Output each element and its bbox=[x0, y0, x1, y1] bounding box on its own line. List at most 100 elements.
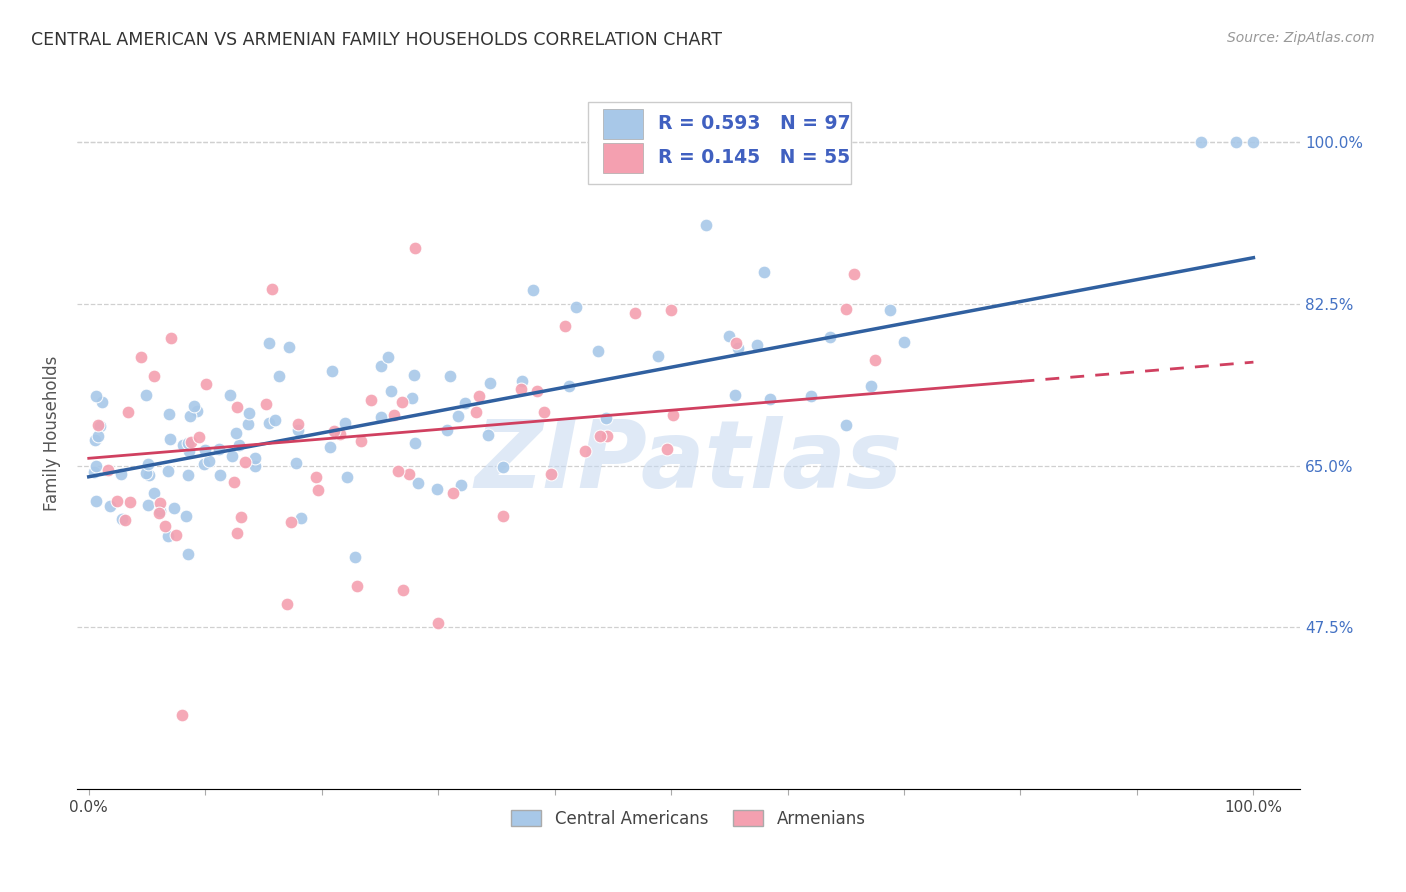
Point bbox=[695, 219, 717, 233]
Point bbox=[491, 508, 513, 523]
Point bbox=[84, 433, 107, 447]
Point bbox=[329, 426, 352, 441]
Point bbox=[280, 515, 302, 529]
Point bbox=[595, 410, 617, 425]
Point bbox=[588, 429, 610, 443]
Point bbox=[865, 353, 887, 368]
Point bbox=[89, 419, 111, 434]
Point bbox=[510, 374, 533, 388]
Point bbox=[879, 303, 901, 318]
Point bbox=[392, 583, 415, 598]
Point bbox=[263, 412, 285, 426]
Point bbox=[526, 384, 548, 398]
Point bbox=[269, 369, 291, 384]
Point bbox=[222, 475, 245, 489]
Point bbox=[404, 436, 426, 450]
Point bbox=[404, 242, 426, 256]
Point bbox=[157, 407, 180, 421]
Point bbox=[257, 416, 280, 430]
Point bbox=[439, 368, 461, 383]
Point bbox=[401, 392, 423, 406]
Point bbox=[257, 335, 280, 350]
Point bbox=[1189, 135, 1212, 149]
Point bbox=[97, 463, 120, 477]
Legend: Central Americans, Armenians: Central Americans, Armenians bbox=[505, 803, 872, 834]
Point bbox=[564, 300, 586, 314]
Point bbox=[842, 268, 865, 282]
Point bbox=[754, 264, 776, 278]
Point bbox=[558, 379, 581, 393]
Point bbox=[333, 416, 356, 430]
Text: R = 0.145   N = 55: R = 0.145 N = 55 bbox=[658, 148, 851, 168]
Point bbox=[800, 389, 823, 403]
Point bbox=[208, 442, 231, 456]
Point bbox=[160, 331, 183, 345]
Point bbox=[194, 443, 217, 458]
Bar bbox=[603, 143, 644, 173]
Point bbox=[186, 404, 208, 418]
Point bbox=[170, 708, 193, 723]
Point bbox=[350, 434, 373, 449]
Point bbox=[336, 470, 359, 484]
Point bbox=[135, 388, 157, 402]
Point bbox=[835, 418, 858, 433]
Point bbox=[533, 405, 555, 419]
Point bbox=[136, 458, 159, 472]
Point bbox=[174, 509, 197, 524]
Point bbox=[83, 465, 105, 479]
Point bbox=[188, 429, 211, 443]
Point bbox=[276, 598, 298, 612]
Point bbox=[235, 455, 257, 469]
Point bbox=[718, 328, 741, 343]
Point bbox=[111, 512, 134, 526]
Point bbox=[586, 344, 609, 359]
Point bbox=[129, 350, 152, 364]
Point bbox=[659, 302, 682, 317]
Point bbox=[177, 436, 200, 450]
Point bbox=[149, 504, 172, 518]
Point bbox=[360, 393, 382, 408]
Point bbox=[221, 449, 243, 463]
Point bbox=[727, 341, 749, 355]
Point bbox=[447, 409, 470, 423]
Point bbox=[285, 456, 308, 470]
Point bbox=[1241, 135, 1264, 149]
Point bbox=[84, 389, 107, 403]
Point bbox=[655, 442, 678, 456]
Point bbox=[117, 405, 139, 419]
Y-axis label: Family Households: Family Households bbox=[44, 356, 60, 511]
Point bbox=[450, 478, 472, 492]
Point bbox=[193, 458, 215, 472]
Point bbox=[382, 408, 405, 422]
Point bbox=[105, 494, 128, 508]
Point bbox=[260, 282, 283, 296]
Text: ZIPatlas: ZIPatlas bbox=[474, 416, 903, 508]
Point bbox=[177, 547, 200, 561]
Point bbox=[647, 349, 669, 363]
Point bbox=[165, 528, 187, 542]
Point bbox=[287, 423, 309, 437]
Point bbox=[195, 376, 218, 391]
Point bbox=[468, 389, 491, 403]
Point bbox=[370, 359, 392, 373]
Point bbox=[477, 427, 499, 442]
Point bbox=[180, 435, 202, 450]
Text: Source: ZipAtlas.com: Source: ZipAtlas.com bbox=[1227, 31, 1375, 45]
Point bbox=[142, 369, 165, 384]
Point bbox=[226, 400, 249, 414]
Point bbox=[436, 423, 458, 437]
Bar bbox=[603, 109, 644, 138]
Point bbox=[724, 388, 747, 402]
Point bbox=[228, 437, 250, 451]
Point bbox=[254, 397, 277, 411]
Point bbox=[179, 409, 201, 423]
Point bbox=[87, 418, 110, 433]
Point bbox=[343, 550, 366, 565]
Point bbox=[479, 376, 502, 391]
Point bbox=[87, 429, 110, 443]
Point bbox=[522, 283, 544, 297]
Point bbox=[492, 460, 515, 475]
Point bbox=[574, 444, 596, 458]
Point bbox=[307, 483, 329, 497]
Point bbox=[1225, 135, 1247, 149]
